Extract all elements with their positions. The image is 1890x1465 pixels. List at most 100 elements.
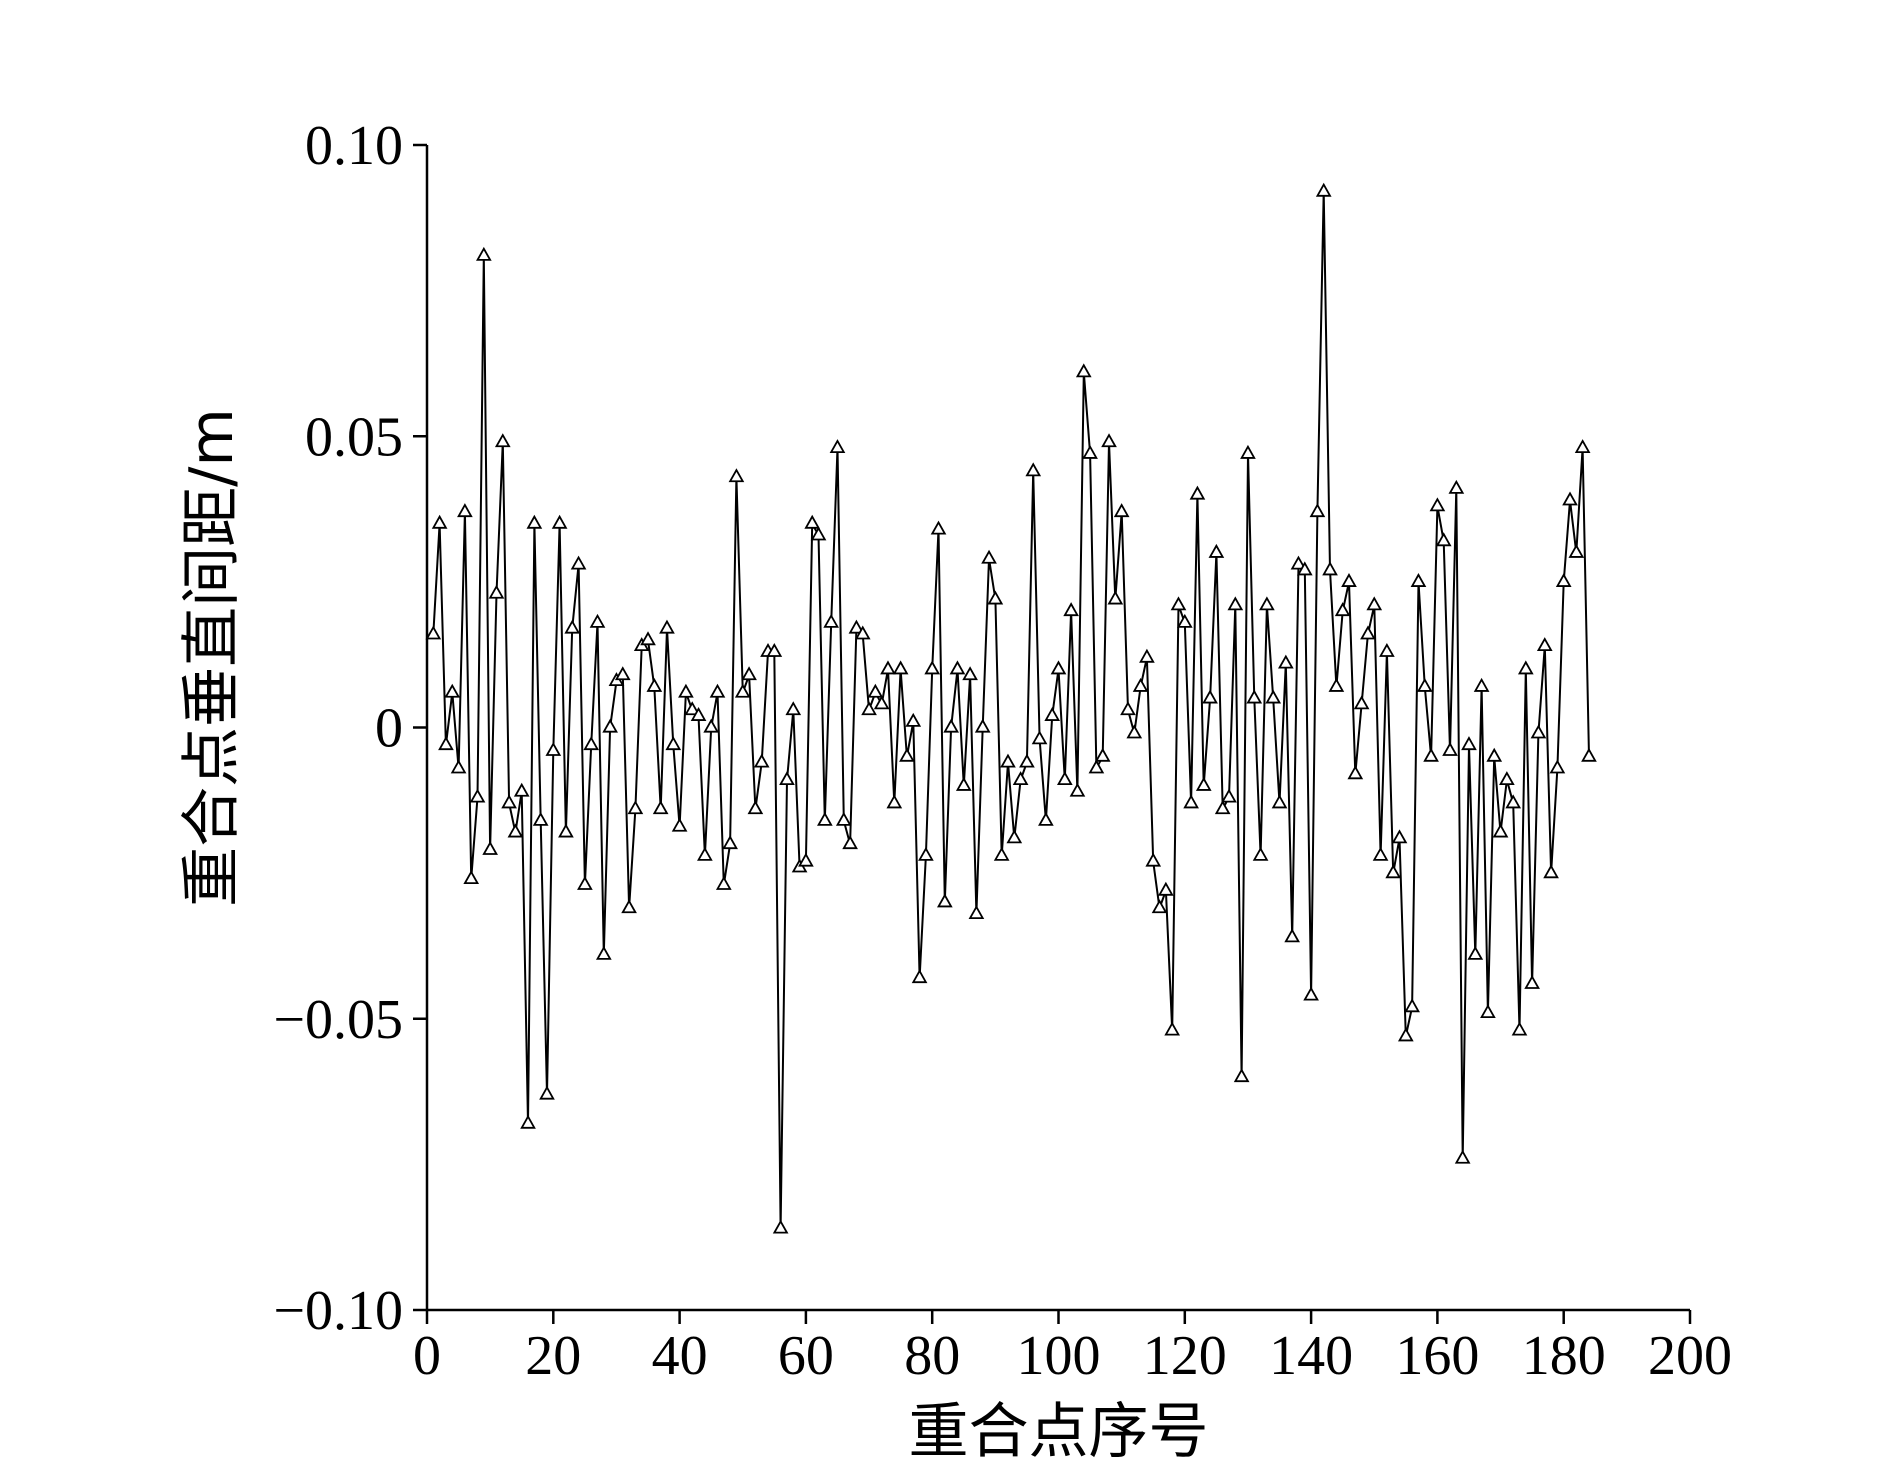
data-point [1208, 543, 1225, 558]
data-point [842, 835, 858, 850]
data-point [1322, 561, 1338, 576]
data-point [1227, 596, 1244, 611]
data-point [1467, 945, 1484, 960]
data-point [943, 718, 959, 733]
data-point [621, 899, 637, 914]
data-point [1195, 776, 1212, 791]
data-point [1303, 986, 1319, 1001]
data-point [1486, 747, 1503, 762]
data-point [1164, 1021, 1181, 1036]
data-point [1360, 625, 1376, 640]
data-point [993, 846, 1010, 861]
data-point [671, 817, 688, 832]
data-point [1050, 660, 1067, 675]
data-point [1000, 753, 1016, 768]
data-point [526, 514, 543, 529]
data-point [905, 712, 922, 727]
data-point [804, 514, 821, 529]
data-point [823, 613, 839, 628]
data-point [936, 893, 953, 908]
data-point [570, 555, 587, 570]
data-point [595, 945, 612, 960]
series [425, 182, 1597, 1234]
data-point [1568, 543, 1585, 558]
data-point [602, 718, 618, 733]
data-point [1480, 1004, 1496, 1019]
data-point [1006, 829, 1023, 844]
data-point [1517, 660, 1534, 675]
data-point [1265, 689, 1282, 704]
x-tick-label: 60 [778, 1325, 834, 1387]
data-point [1372, 846, 1389, 861]
x-tick-label: 160 [1395, 1325, 1479, 1387]
data-point [551, 514, 568, 529]
y-axis-title: 重合点垂直间距/m [177, 408, 247, 907]
data-point [564, 619, 581, 634]
data-point [482, 840, 498, 855]
data-point [1423, 747, 1439, 762]
data-point [955, 776, 972, 791]
data-point [665, 736, 682, 751]
data-point [1278, 654, 1294, 669]
data-point [589, 613, 606, 628]
data-point [817, 811, 833, 826]
data-markers [425, 182, 1597, 1234]
data-point [1056, 771, 1073, 786]
data-point [1120, 701, 1136, 716]
axes [425, 145, 1690, 1312]
data-point [1385, 864, 1402, 879]
data-point [1341, 573, 1357, 587]
data-point [450, 759, 467, 774]
data-point [1101, 433, 1117, 448]
data-point [1366, 596, 1383, 611]
data-point [577, 875, 593, 890]
data-point [545, 741, 562, 756]
data-point [507, 823, 524, 838]
data-point [520, 1114, 536, 1129]
data-point [861, 701, 877, 716]
y-tick-label: 0.05 [305, 406, 403, 468]
data-point [1492, 823, 1509, 838]
x-tick-label: 100 [1017, 1325, 1101, 1387]
data-point [1315, 182, 1332, 197]
data-point [475, 246, 492, 261]
data-point [1151, 899, 1168, 914]
data-point [1442, 741, 1458, 756]
data-point [690, 707, 707, 721]
data-point [1543, 864, 1559, 879]
data-point [1044, 707, 1061, 721]
data-point [1505, 794, 1522, 809]
data-point [734, 683, 751, 698]
data-point [1328, 677, 1345, 692]
data-point [1170, 596, 1187, 611]
data-point [766, 642, 783, 657]
data-point [652, 800, 669, 815]
data-point [1353, 695, 1370, 710]
data-point [1404, 998, 1420, 1013]
data-point [1524, 974, 1540, 989]
data-point [1202, 689, 1218, 704]
data-point [1246, 689, 1263, 704]
data-point [715, 875, 732, 890]
data-point [1088, 759, 1105, 774]
series-line [432, 191, 1590, 1229]
data-point [848, 619, 865, 634]
data-point [1334, 602, 1351, 617]
data-point [911, 969, 928, 984]
data-point [1347, 765, 1364, 780]
data-point [1214, 800, 1231, 815]
data-point [1379, 642, 1395, 657]
data-point [1240, 444, 1256, 459]
data-point [1025, 462, 1042, 477]
data-point [1063, 602, 1079, 617]
data-point [1132, 677, 1149, 692]
data-point [974, 718, 991, 733]
data-point [1012, 771, 1029, 786]
data-point [1176, 613, 1193, 628]
data-point [1296, 561, 1313, 576]
data-point [722, 835, 738, 850]
data-point [1511, 1021, 1528, 1036]
data-point [1189, 485, 1206, 500]
data-point [987, 590, 1004, 605]
data-point [1410, 573, 1427, 587]
